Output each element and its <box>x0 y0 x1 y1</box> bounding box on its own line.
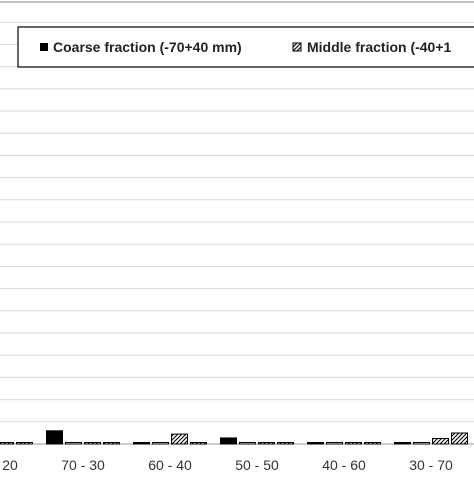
bar-2-50-50 <box>239 442 256 445</box>
bar-3-40-60 <box>345 442 362 445</box>
bar-3-50-50 <box>258 442 275 445</box>
bar-2-70-30 <box>65 442 82 445</box>
bar-4-60-40 <box>190 442 207 445</box>
legend-label-middle: Middle fraction (-40+1 <box>307 39 452 55</box>
legend-swatch-coarse <box>40 43 48 51</box>
bar-1-60-40 <box>133 442 150 445</box>
bar-3-30-70 <box>432 438 449 445</box>
x-tick-label: 40 - 60 <box>322 457 366 473</box>
bar-3-80-20 <box>0 442 14 445</box>
bar-1-50-50 <box>220 437 237 445</box>
bar-1-70-30 <box>46 430 63 445</box>
legend-frame <box>17 26 474 68</box>
bar-4-80-20 <box>16 442 33 445</box>
bar-1-40-60 <box>307 442 324 445</box>
bar-4-30-70 <box>451 432 468 445</box>
bar-3-60-40 <box>171 433 188 445</box>
bar-4-40-60 <box>364 442 381 445</box>
bar-2-30-70 <box>413 442 430 445</box>
gridlines <box>0 21 474 445</box>
bars <box>0 430 468 445</box>
x-tick-label: 60 - 40 <box>148 457 192 473</box>
x-tick-label: 80 - 20 <box>0 457 18 473</box>
bar-4-70-30 <box>103 442 120 445</box>
x-tick-label: 50 - 50 <box>235 457 279 473</box>
bar-2-60-40 <box>152 442 169 445</box>
legend: Coarse fraction (-70+40 mm) Middle fract… <box>17 26 474 68</box>
x-tick-label: 30 - 70 <box>409 457 453 473</box>
legend-swatch-middle <box>292 42 302 52</box>
bar-2-40-60 <box>326 442 343 445</box>
x-tick-label: 70 - 30 <box>61 457 105 473</box>
x-tick-labels: 80 - 20 70 - 30 60 - 40 50 - 50 40 - 60 30 - … <box>0 457 453 473</box>
bar-3-70-30 <box>84 442 101 445</box>
legend-label-coarse: Coarse fraction (-70+40 mm) <box>53 39 242 55</box>
bar-1-30-70 <box>394 442 411 445</box>
bar-4-50-50 <box>277 442 294 445</box>
